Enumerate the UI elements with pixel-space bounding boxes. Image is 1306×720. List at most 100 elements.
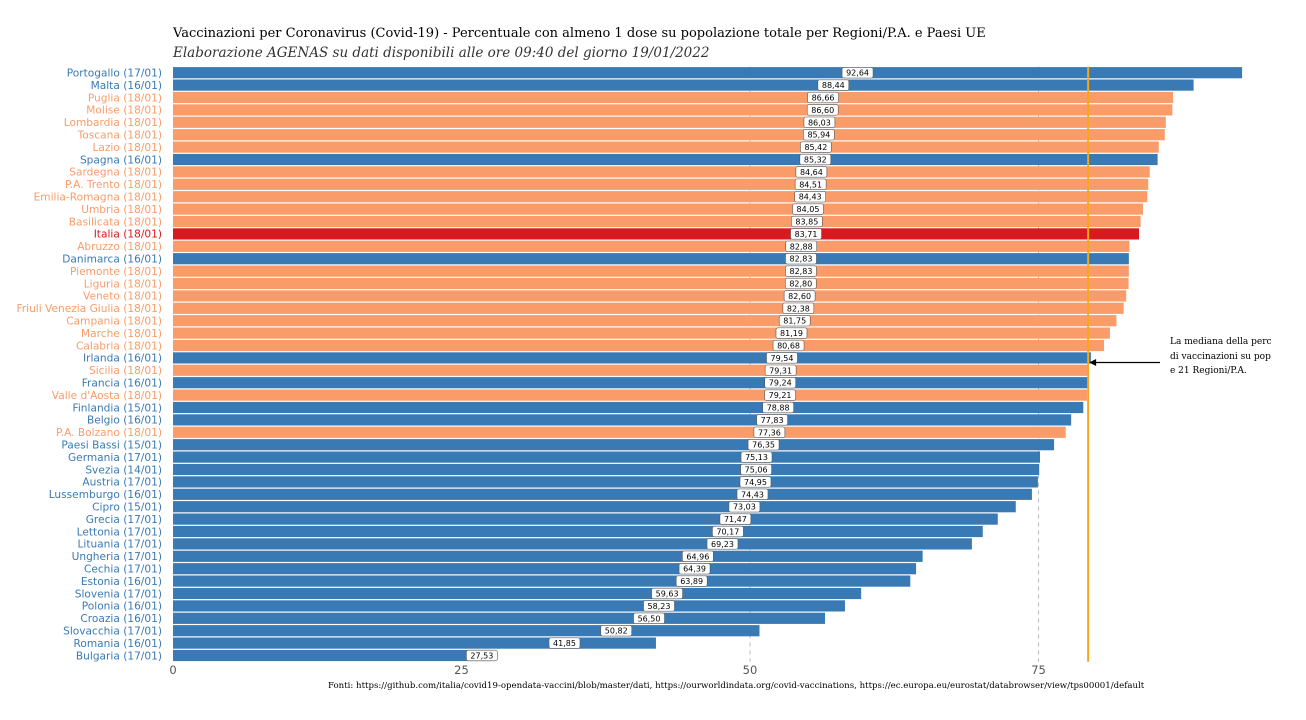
value-label-text: 79,21 bbox=[769, 391, 792, 400]
value-label-text: 84,43 bbox=[799, 193, 822, 202]
category-label: Toscana (18/01) bbox=[77, 130, 162, 142]
bar bbox=[173, 339, 1105, 352]
category-label: Croazia (16/01) bbox=[80, 613, 162, 625]
median-annotation: La mediana della perc di vaccinazioni su… bbox=[1170, 335, 1300, 379]
category-label: Svezia (14/01) bbox=[85, 464, 162, 476]
value-label: 82,83 bbox=[785, 265, 817, 277]
bar bbox=[173, 129, 1165, 141]
annotation-line-3: e 21 Regioni/P.A. bbox=[1170, 366, 1247, 376]
value-label-text: 71,47 bbox=[724, 515, 747, 524]
value-label: 76,35 bbox=[747, 439, 780, 451]
value-label: 85,42 bbox=[800, 141, 832, 153]
bar bbox=[173, 315, 1117, 327]
category-label: Spagna (16/01) bbox=[80, 154, 162, 166]
grid-layer bbox=[749, 66, 1040, 662]
value-label-text: 84,64 bbox=[800, 168, 823, 177]
x-tick-label: 25 bbox=[454, 663, 469, 677]
value-label: 82,88 bbox=[785, 240, 818, 252]
value-label: 75,13 bbox=[740, 451, 773, 463]
bar bbox=[173, 290, 1127, 302]
bar bbox=[173, 575, 911, 587]
annotation-arrow-head bbox=[1089, 359, 1097, 366]
value-label-text: 86,03 bbox=[808, 118, 831, 127]
value-label-text: 50,82 bbox=[605, 627, 628, 636]
x-tick-label: 0 bbox=[169, 663, 176, 677]
value-label: 63,89 bbox=[675, 575, 708, 587]
value-label: 74,43 bbox=[736, 488, 769, 500]
bar bbox=[173, 649, 491, 662]
value-label-text: 76,35 bbox=[752, 441, 775, 450]
category-label: Friuli Venezia Giulia (18/01) bbox=[16, 303, 162, 315]
value-label: 73,03 bbox=[728, 501, 761, 513]
category-label: P.A. Trento (18/01) bbox=[65, 179, 162, 191]
value-label-text: 81,75 bbox=[783, 317, 806, 326]
value-label: 82,60 bbox=[783, 290, 816, 302]
value-label: 85,94 bbox=[803, 129, 835, 141]
value-label-text: 85,42 bbox=[804, 143, 827, 152]
x-tick-label: 50 bbox=[743, 663, 758, 677]
value-label: 86,03 bbox=[803, 116, 836, 128]
value-label-text: 77,83 bbox=[761, 416, 784, 425]
value-label: 79,54 bbox=[766, 352, 798, 364]
value-label-text: 77,36 bbox=[758, 428, 781, 437]
bar bbox=[173, 625, 760, 637]
value-label: 64,39 bbox=[678, 563, 711, 575]
value-label: 81,19 bbox=[775, 327, 808, 339]
value-label-text: 70,17 bbox=[716, 528, 739, 537]
bar bbox=[173, 414, 1072, 426]
median-layer bbox=[1087, 66, 1160, 662]
category-label: Polonia (16/01) bbox=[82, 601, 162, 613]
category-label: Austria (17/01) bbox=[82, 477, 162, 489]
value-label-text: 73,03 bbox=[733, 503, 756, 512]
value-label-text: 83,85 bbox=[795, 218, 818, 227]
value-label: 83,85 bbox=[791, 215, 823, 228]
bar bbox=[173, 67, 1243, 79]
value-label: 59,63 bbox=[651, 587, 683, 600]
value-label: 86,66 bbox=[807, 91, 839, 104]
value-label-text: 79,54 bbox=[771, 354, 794, 363]
category-label: Veneto (18/01) bbox=[83, 291, 162, 303]
category-label: Slovenia (17/01) bbox=[75, 588, 162, 600]
value-label: 84,43 bbox=[794, 191, 826, 203]
category-label: Romania (16/01) bbox=[74, 638, 163, 650]
value-label: 27,53 bbox=[466, 649, 498, 662]
value-label-text: 74,43 bbox=[741, 490, 764, 499]
value-label-text: 56,50 bbox=[638, 614, 661, 623]
category-label: Danimarca (16/01) bbox=[62, 254, 162, 266]
value-label-text: 41,85 bbox=[553, 639, 576, 648]
value-label-text: 75,06 bbox=[745, 466, 768, 475]
bar bbox=[173, 513, 998, 525]
bar bbox=[173, 538, 972, 550]
category-label: Estonia (16/01) bbox=[81, 576, 162, 588]
value-label: 80,68 bbox=[772, 339, 805, 352]
value-label-text: 82,38 bbox=[787, 304, 810, 313]
x-tick-label: 75 bbox=[1031, 663, 1046, 677]
value-label: 82,80 bbox=[784, 277, 817, 290]
value-label: 82,83 bbox=[785, 253, 817, 265]
bar bbox=[173, 463, 1040, 476]
value-label-text: 58,23 bbox=[648, 602, 671, 611]
category-label: Lituania (17/01) bbox=[77, 539, 162, 551]
bar bbox=[173, 203, 1143, 215]
bar bbox=[173, 612, 826, 624]
value-label-text: 75,13 bbox=[745, 453, 768, 462]
value-label: 78,88 bbox=[762, 401, 794, 414]
annotation-line-1: La mediana della perc bbox=[1170, 337, 1272, 347]
value-label-text: 88,44 bbox=[822, 81, 845, 90]
category-label: Belgio (16/01) bbox=[87, 415, 162, 427]
bar bbox=[173, 116, 1166, 128]
bar bbox=[173, 277, 1129, 290]
category-label: Lazio (18/01) bbox=[92, 142, 162, 154]
value-label-text: 74,95 bbox=[744, 478, 767, 487]
bar bbox=[173, 141, 1159, 153]
category-label: Cipro (15/01) bbox=[92, 502, 162, 514]
value-label: 64,96 bbox=[682, 550, 714, 562]
value-label: 82,38 bbox=[782, 302, 815, 314]
value-label: 41,85 bbox=[548, 637, 581, 649]
value-label: 74,95 bbox=[739, 476, 772, 488]
bar bbox=[173, 79, 1194, 91]
category-label: Umbria (18/01) bbox=[81, 204, 162, 216]
value-label-text: 85,32 bbox=[804, 156, 827, 165]
value-label-text: 79,24 bbox=[769, 379, 792, 388]
